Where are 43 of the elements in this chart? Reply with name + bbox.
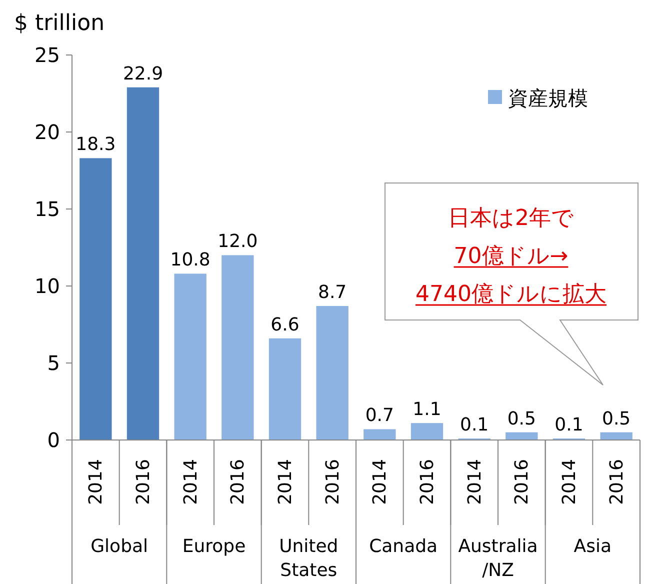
x-tick-label: 2016 xyxy=(417,459,438,505)
text: Canada xyxy=(369,536,438,557)
callout: 日本は2年で 70億ドル→ 4740億ドルに拡大 xyxy=(384,182,638,386)
data-label: 0.1 xyxy=(554,414,584,436)
y-tick-label: 0 xyxy=(47,428,60,452)
data-label: 0.7 xyxy=(365,405,394,426)
y-tick-label: 15 xyxy=(34,197,60,221)
data-label: 8.7 xyxy=(318,282,347,304)
x-tick-label: 2016 xyxy=(228,459,249,505)
x-tick-label: 2016 xyxy=(322,459,344,505)
text: Global xyxy=(90,536,148,557)
y-tick-label: 5 xyxy=(47,351,60,375)
x-tick-label: 2016 xyxy=(512,459,533,505)
data-label: 10.8 xyxy=(170,250,210,271)
data-label: 18.3 xyxy=(76,134,116,156)
data-label: 1.1 xyxy=(412,399,442,420)
text: Europe xyxy=(182,536,246,557)
data-label: 0.1 xyxy=(460,414,489,436)
data-label: 12.0 xyxy=(218,231,258,252)
text: Australia/NZ xyxy=(458,536,538,581)
data-label: 22.9 xyxy=(122,63,164,84)
y-axis-title: $ trillion xyxy=(14,11,105,36)
x-tick-label: 2016 xyxy=(133,459,154,505)
annotation: 70億ドル→ xyxy=(454,244,568,269)
y-tick-label: 20 xyxy=(34,120,60,144)
y-tick-label: 10 xyxy=(34,274,60,298)
x-tick-label: 2014 xyxy=(275,459,296,505)
legend-label: 資産規模 xyxy=(508,86,588,110)
text: United States xyxy=(279,536,338,581)
annotation: 日本は2年で xyxy=(448,206,574,231)
x-tick-label: 2014 xyxy=(180,459,202,505)
data-label: 0.5 xyxy=(602,408,631,430)
x-tick-label: 2016 xyxy=(606,459,628,505)
x-tick-label: 2014 xyxy=(86,459,107,505)
x-tick-label: 2014 xyxy=(464,459,486,505)
text: Asia xyxy=(574,536,612,557)
annotation: 4740億ドルに拡大 xyxy=(416,282,606,307)
data-label: 6.6 xyxy=(270,314,300,336)
x-tick-label: 2014 xyxy=(559,459,580,505)
legend: 資産規模 xyxy=(488,86,588,110)
y-tick-label: 25 xyxy=(34,43,60,67)
x-tick-label: 2014 xyxy=(370,459,391,505)
data-label: 0.5 xyxy=(507,408,536,430)
